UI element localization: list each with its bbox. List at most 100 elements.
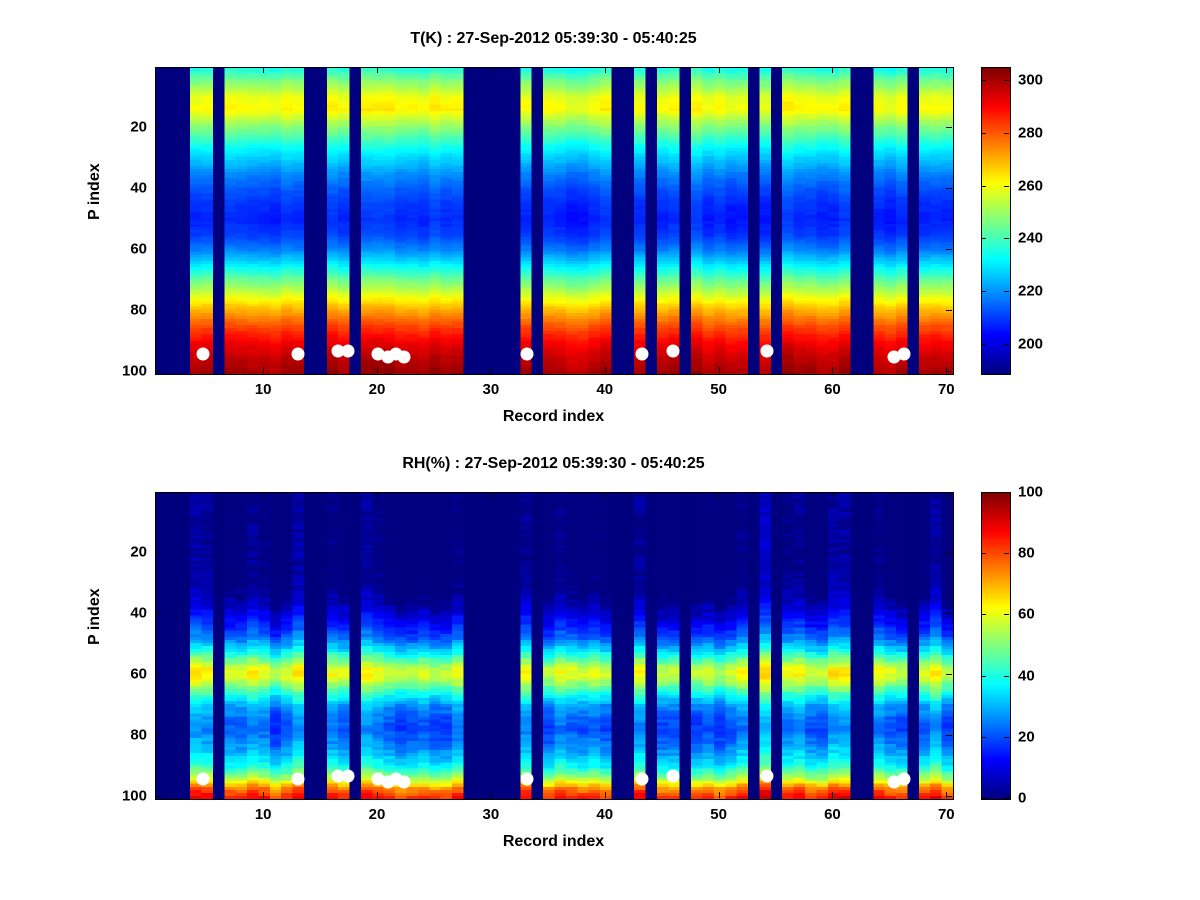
colorbar-tick xyxy=(1004,798,1009,799)
surface-marker xyxy=(760,769,774,783)
surface-marker xyxy=(666,769,680,783)
colorbar-tick-label: 260 xyxy=(1018,177,1044,195)
surface-marker xyxy=(397,350,411,364)
y-axis-tick-label: 40 xyxy=(130,604,147,622)
plot-title-relative-humidity: RH(%) : 27-Sep-2012 05:39:30 - 05:40:25 xyxy=(402,455,705,472)
x-axis-tick-label: 20 xyxy=(368,381,386,398)
colorbar-tick xyxy=(1004,80,1009,82)
y-axis-tick-label: 60 xyxy=(130,240,147,258)
y-axis-tick xyxy=(155,674,161,676)
colorbar-tick-label: 200 xyxy=(1018,335,1044,353)
x-axis-tick xyxy=(832,792,834,798)
colorbar-tick xyxy=(981,80,986,82)
colorbar-tick xyxy=(1004,736,1009,738)
colorbar-tick-label: 220 xyxy=(1018,282,1044,300)
y-axis-tick xyxy=(946,796,952,798)
y-axis-tick xyxy=(946,551,952,553)
x-axis-tick xyxy=(490,792,492,798)
x-axis-tick-label: 40 xyxy=(596,381,614,398)
y-axis-tick xyxy=(155,126,161,128)
y-axis-tick xyxy=(155,249,161,251)
surface-marker xyxy=(331,769,345,783)
x-axis-tick-label: 50 xyxy=(710,381,727,398)
plot-title-temperature: T(K) : 27-Sep-2012 05:39:30 - 05:40:25 xyxy=(410,30,697,47)
colorbar-tick xyxy=(1004,614,1009,616)
x-axis-tick xyxy=(718,792,720,798)
x-axis-tick-label: 10 xyxy=(254,381,272,398)
x-axis-tick xyxy=(490,67,492,73)
x-axis-tick xyxy=(377,492,379,498)
x-axis-tick-label: 20 xyxy=(368,806,386,823)
surface-marker xyxy=(397,775,411,789)
heatmap-image-temperature xyxy=(156,68,953,374)
colorbar-tick-label: 300 xyxy=(1018,71,1044,89)
y-axis-tick xyxy=(946,371,952,373)
y-axis-tick xyxy=(155,371,161,373)
surface-marker xyxy=(520,347,534,361)
surface-marker xyxy=(341,344,355,358)
x-axis-tick-label: 30 xyxy=(482,381,500,398)
y-axis-tick-label: 80 xyxy=(130,726,147,744)
surface-marker xyxy=(520,772,534,786)
colorbar-tick xyxy=(981,238,986,240)
y-axis-tick-label: 100 xyxy=(121,362,147,380)
heatmap-axes-temperature[interactable] xyxy=(155,67,954,375)
x-axis-tick xyxy=(263,67,265,73)
colorbar-gradient xyxy=(982,493,1010,799)
surface-marker xyxy=(291,347,305,361)
x-axis-tick xyxy=(832,67,834,73)
x-axis-tick xyxy=(377,792,379,798)
x-axis-tick xyxy=(604,367,606,373)
y-axis-tick xyxy=(155,612,161,614)
surface-marker xyxy=(371,347,385,361)
y-axis-tick-label: 60 xyxy=(130,665,147,683)
y-axis-tick xyxy=(946,735,952,737)
y-axis-tick xyxy=(946,249,952,251)
colorbar-tick xyxy=(1004,675,1009,677)
y-axis-tick-label: 80 xyxy=(130,301,147,319)
x-axis-tick xyxy=(263,792,265,798)
x-axis-tick xyxy=(377,367,379,373)
surface-marker xyxy=(196,772,210,786)
x-axis-tick xyxy=(718,67,720,73)
heatmap-axes-relative-humidity[interactable] xyxy=(155,492,954,800)
y-axis-tick xyxy=(946,612,952,614)
colorbar-tick-label: 60 xyxy=(1018,605,1035,623)
colorbar-tick xyxy=(1004,492,1009,493)
x-axis-tick xyxy=(832,492,834,498)
y-axis-tick xyxy=(946,674,952,676)
y-axis-tick xyxy=(946,310,952,312)
x-axis-label: Record index xyxy=(502,833,605,850)
colorbar-gradient xyxy=(982,68,1010,374)
y-axis-label: P index xyxy=(86,588,103,645)
colorbar-tick xyxy=(981,614,986,616)
colorbar-tick xyxy=(981,675,986,677)
x-axis-tick-label: 60 xyxy=(824,806,841,823)
y-axis-tick-label: 20 xyxy=(130,118,147,136)
surface-marker xyxy=(666,344,680,358)
colorbar-tick-label: 240 xyxy=(1018,229,1044,247)
heatmap-image-relative-humidity xyxy=(156,493,953,799)
colorbar-relative-humidity[interactable] xyxy=(981,492,1011,800)
surface-marker xyxy=(760,344,774,358)
y-axis-tick xyxy=(946,187,952,189)
colorbar-tick xyxy=(981,132,986,134)
y-axis-tick xyxy=(155,310,161,312)
colorbar-tick xyxy=(1004,291,1009,293)
x-axis-tick xyxy=(832,367,834,373)
surface-marker xyxy=(897,772,911,786)
surface-marker xyxy=(371,772,385,786)
colorbar-tick-label: 280 xyxy=(1018,124,1044,142)
y-axis-tick-label: 100 xyxy=(121,787,147,805)
x-axis-tick-label: 40 xyxy=(596,806,614,823)
colorbar-tick xyxy=(981,553,986,555)
x-axis-tick xyxy=(490,367,492,373)
colorbar-tick xyxy=(1004,132,1009,134)
x-axis-tick-label: 60 xyxy=(824,381,841,398)
colorbar-tick-label: 100 xyxy=(1018,483,1044,501)
colorbar-temperature[interactable] xyxy=(981,67,1011,375)
x-axis-tick xyxy=(604,67,606,73)
x-axis-tick xyxy=(718,492,720,498)
y-axis-tick xyxy=(946,126,952,128)
y-axis-tick-label: 20 xyxy=(130,543,147,561)
